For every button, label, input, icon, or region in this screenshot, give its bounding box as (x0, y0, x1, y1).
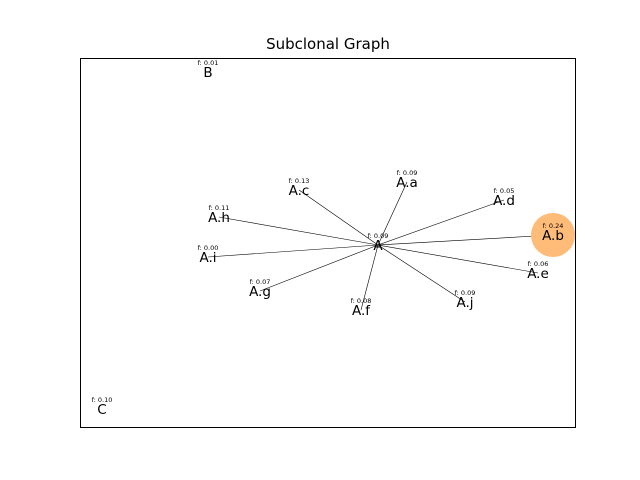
edge-a-to-a-e (377, 244, 539, 274)
node-label: A.d (493, 193, 515, 209)
node-frequency-label: f: 0.01 (198, 59, 219, 67)
edge-a-to-a-g (259, 244, 379, 292)
node-a-b: f: 0.24A.b (531, 213, 575, 257)
edge-a-to-a-c (298, 189, 379, 246)
node-a-h: f: 0.11A.h (208, 204, 230, 226)
edge-a-to-a-i (207, 244, 379, 258)
graph-title: Subclonal Graph (266, 35, 390, 53)
node-label: A.b (542, 228, 564, 244)
edge-layer (207, 181, 554, 311)
node-frequency-label: f: 0.00 (198, 244, 219, 252)
node-frequency-label: f: 0.06 (528, 260, 549, 268)
node-label: A.f (352, 303, 371, 319)
node-label: A.h (208, 210, 230, 226)
node-frequency-label: f: 0.11 (209, 204, 230, 212)
node-frequency-label: f: 0.09 (455, 289, 476, 297)
node-frequency-label: f: 0.05 (494, 187, 515, 195)
node-frequency-label: f: 0.09 (397, 169, 418, 177)
node-label: A.g (249, 284, 271, 300)
node-a-a: f: 0.09A.a (396, 169, 418, 191)
node-frequency-label: f: 0.09 (368, 232, 389, 240)
node-label: A.c (289, 183, 310, 199)
node-label: A.i (199, 250, 216, 266)
node-label: A.e (527, 266, 549, 282)
node-label: A.j (456, 295, 473, 311)
node-a-e: f: 0.06A.e (527, 260, 549, 282)
edge-a-to-a-a (377, 181, 408, 246)
node-a-f: f: 0.08A.f (351, 297, 372, 319)
node-frequency-label: f: 0.13 (289, 177, 310, 185)
node-a-j: f: 0.09A.j (455, 289, 476, 311)
node-b: f: 0.01B (198, 59, 219, 81)
node-frequency-label: f: 0.10 (92, 396, 113, 404)
node-c: f: 0.10C (92, 396, 113, 418)
edge-a-to-a-f (360, 244, 379, 311)
node-frequency-label: f: 0.24 (543, 222, 564, 230)
node-label: B (203, 65, 212, 81)
plot-frame (80, 58, 576, 428)
edge-a-to-a-b (377, 234, 554, 246)
node-label: C (97, 402, 106, 418)
node-frequency-label: f: 0.08 (351, 297, 372, 305)
node-a-d: f: 0.05A.d (493, 187, 515, 209)
node-a-c: f: 0.13A.c (289, 177, 310, 199)
edge-a-to-a-h (218, 216, 379, 246)
node-label: A (373, 238, 383, 254)
node-a-i: f: 0.00A.i (198, 244, 219, 266)
node-label: A.a (396, 175, 418, 191)
node-frequency-label: f: 0.07 (250, 278, 271, 286)
edge-a-to-a-d (377, 199, 505, 246)
node-highlight-circle (531, 213, 575, 257)
edge-a-to-a-j (377, 244, 466, 303)
node-a: f: 0.09A (368, 232, 389, 254)
node-a-g: f: 0.07A.g (249, 278, 271, 300)
